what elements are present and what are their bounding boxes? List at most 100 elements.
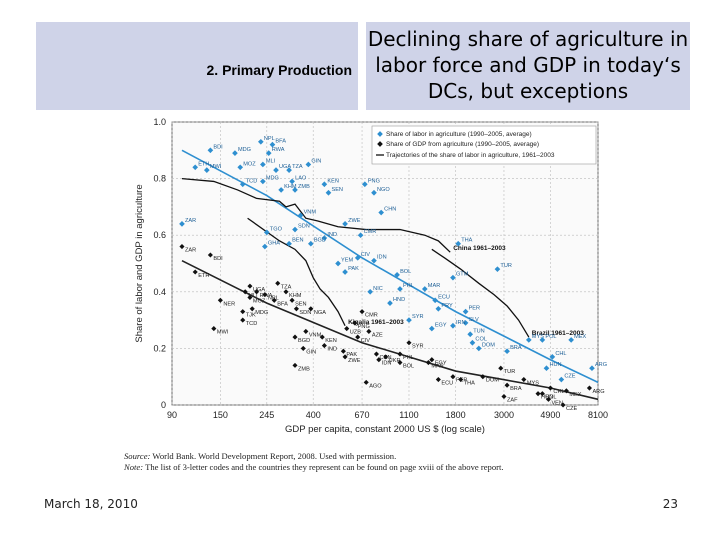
labor-point-label: GTM bbox=[456, 272, 469, 278]
gdp-point bbox=[240, 309, 246, 315]
labor-point bbox=[549, 354, 556, 360]
gdp-point-label: EGY bbox=[435, 361, 447, 367]
gdp-point-label: UKR bbox=[389, 358, 401, 364]
gdp-point-label: MYS bbox=[527, 381, 539, 387]
labor-point bbox=[325, 189, 332, 196]
x-tick-label: 1800 bbox=[446, 410, 466, 420]
gdp-point bbox=[560, 402, 566, 408]
gdp-point bbox=[207, 252, 213, 258]
labor-point-label: IDN bbox=[377, 255, 387, 261]
labor-point-label: BFA bbox=[275, 139, 286, 145]
x-tick-label: 400 bbox=[306, 410, 321, 420]
gdp-point bbox=[501, 393, 507, 400]
labor-point bbox=[289, 178, 295, 185]
trajectory-line bbox=[247, 217, 346, 327]
gdp-point-label: CIV bbox=[361, 338, 371, 344]
source-text: World Bank. World Development Report, 20… bbox=[152, 451, 397, 461]
gdp-point bbox=[275, 280, 281, 286]
header-right-panel: Declining share of agriculture in labor … bbox=[366, 22, 690, 110]
legend-entry: Share of GDP from agriculture (1990–2005… bbox=[386, 141, 539, 148]
labor-point bbox=[494, 266, 501, 272]
labor-point-label: RWA bbox=[272, 147, 285, 153]
gdp-point-label: SDN bbox=[299, 310, 311, 316]
gdp-point-label: TUR bbox=[504, 369, 515, 375]
labor-point-label: MDG bbox=[266, 175, 279, 181]
labor-point-label: GIN bbox=[311, 158, 321, 164]
labor-point-label: MAR bbox=[428, 283, 440, 289]
x-axis-label: GDP per capita, constant 2000 US $ (log … bbox=[285, 424, 485, 435]
labor-point-label: PHL bbox=[403, 283, 414, 289]
labor-point-label: NGO bbox=[377, 187, 390, 193]
note-text: The list of 3-letter codes and the count… bbox=[145, 461, 504, 472]
labor-point-label: MEX bbox=[574, 334, 586, 340]
gdp-point-label: BOL bbox=[403, 364, 414, 370]
x-tick-label: 150 bbox=[213, 410, 228, 420]
footer-date: March 18, 2010 bbox=[44, 497, 138, 511]
gdp-point-label: GIN bbox=[306, 349, 316, 355]
gdp-point bbox=[586, 385, 592, 391]
gdp-point-label: MOZ bbox=[253, 298, 266, 304]
y-tick-label: 0.8 bbox=[153, 174, 166, 184]
y-tick-label: 1.0 bbox=[153, 117, 166, 127]
labor-point bbox=[362, 181, 368, 188]
labor-point-label: SYR bbox=[412, 314, 424, 320]
labor-point bbox=[260, 161, 266, 168]
gdp-point bbox=[435, 376, 441, 383]
labor-point bbox=[432, 297, 438, 304]
labor-point-label: IRN bbox=[456, 320, 466, 326]
gdp-point-label: UGA bbox=[253, 287, 265, 293]
gdp-point-label: ARG bbox=[592, 389, 604, 395]
labor-point bbox=[589, 365, 595, 372]
labor-point bbox=[568, 337, 574, 343]
labor-point-label: COL bbox=[475, 337, 487, 343]
trajectory-label: Brazil 1961–2003 bbox=[532, 330, 584, 337]
x-tick-label: 1100 bbox=[399, 410, 418, 420]
labor-point bbox=[263, 229, 270, 236]
gdp-point-label: PHL bbox=[403, 355, 414, 361]
labor-point bbox=[450, 322, 456, 329]
labor-point-label: GHA bbox=[268, 241, 280, 247]
labor-point bbox=[342, 269, 348, 275]
labor-point bbox=[378, 209, 385, 216]
gdp-point-label: ECU bbox=[441, 381, 453, 387]
labor-point-label: KHM bbox=[284, 184, 297, 190]
labor-point bbox=[455, 240, 462, 247]
labor-point-label: TCD bbox=[246, 178, 258, 184]
gdp-point-label: ZMB bbox=[298, 366, 310, 372]
labor-point bbox=[239, 181, 246, 188]
gdp-point bbox=[247, 294, 253, 301]
labor-point-label: ETH bbox=[198, 161, 209, 167]
header-left-panel: 2. Primary Production bbox=[36, 22, 358, 110]
labor-point-label: MLI bbox=[266, 158, 276, 164]
agriculture-share-chart: 90 150 245 400 670 1100 1800 3000 4900 8100 0 0.2 0.… bbox=[134, 117, 608, 435]
labor-point bbox=[269, 141, 276, 148]
gdp-point-label: VNM bbox=[309, 332, 322, 338]
section-title: 2. Primary Production bbox=[206, 62, 352, 78]
labor-point-label: CMR bbox=[364, 229, 377, 235]
labor-point bbox=[539, 337, 546, 343]
gdp-point bbox=[504, 382, 510, 388]
labor-point-label: HUN bbox=[549, 362, 561, 368]
labor-point-label: PRY bbox=[441, 303, 453, 309]
slide-title: Declining share of agriculture in labor … bbox=[367, 27, 689, 103]
x-tick-label: 4900 bbox=[540, 410, 560, 420]
labor-point bbox=[286, 240, 292, 247]
gdp-point bbox=[249, 306, 255, 312]
labor-point bbox=[305, 161, 312, 168]
labor-point-label: IND bbox=[327, 232, 337, 238]
labor-point bbox=[292, 187, 298, 193]
gdp-point bbox=[521, 376, 527, 383]
gdp-point-label: CMR bbox=[365, 313, 378, 319]
gdp-point-label: KHM bbox=[289, 293, 302, 299]
gdp-point bbox=[480, 374, 486, 380]
trajectory-label: China 1961–2003 bbox=[453, 245, 506, 252]
labor-point bbox=[192, 164, 199, 171]
gdp-point bbox=[179, 243, 185, 250]
labor-point-label: TGO bbox=[270, 226, 283, 232]
labor-point bbox=[278, 187, 284, 193]
gdp-point-label: BGD bbox=[298, 338, 310, 344]
labor-point bbox=[428, 325, 435, 332]
labor-point-label: NIC bbox=[373, 286, 383, 292]
labor-point-label: SDN bbox=[298, 224, 310, 230]
labor-point bbox=[265, 150, 272, 156]
